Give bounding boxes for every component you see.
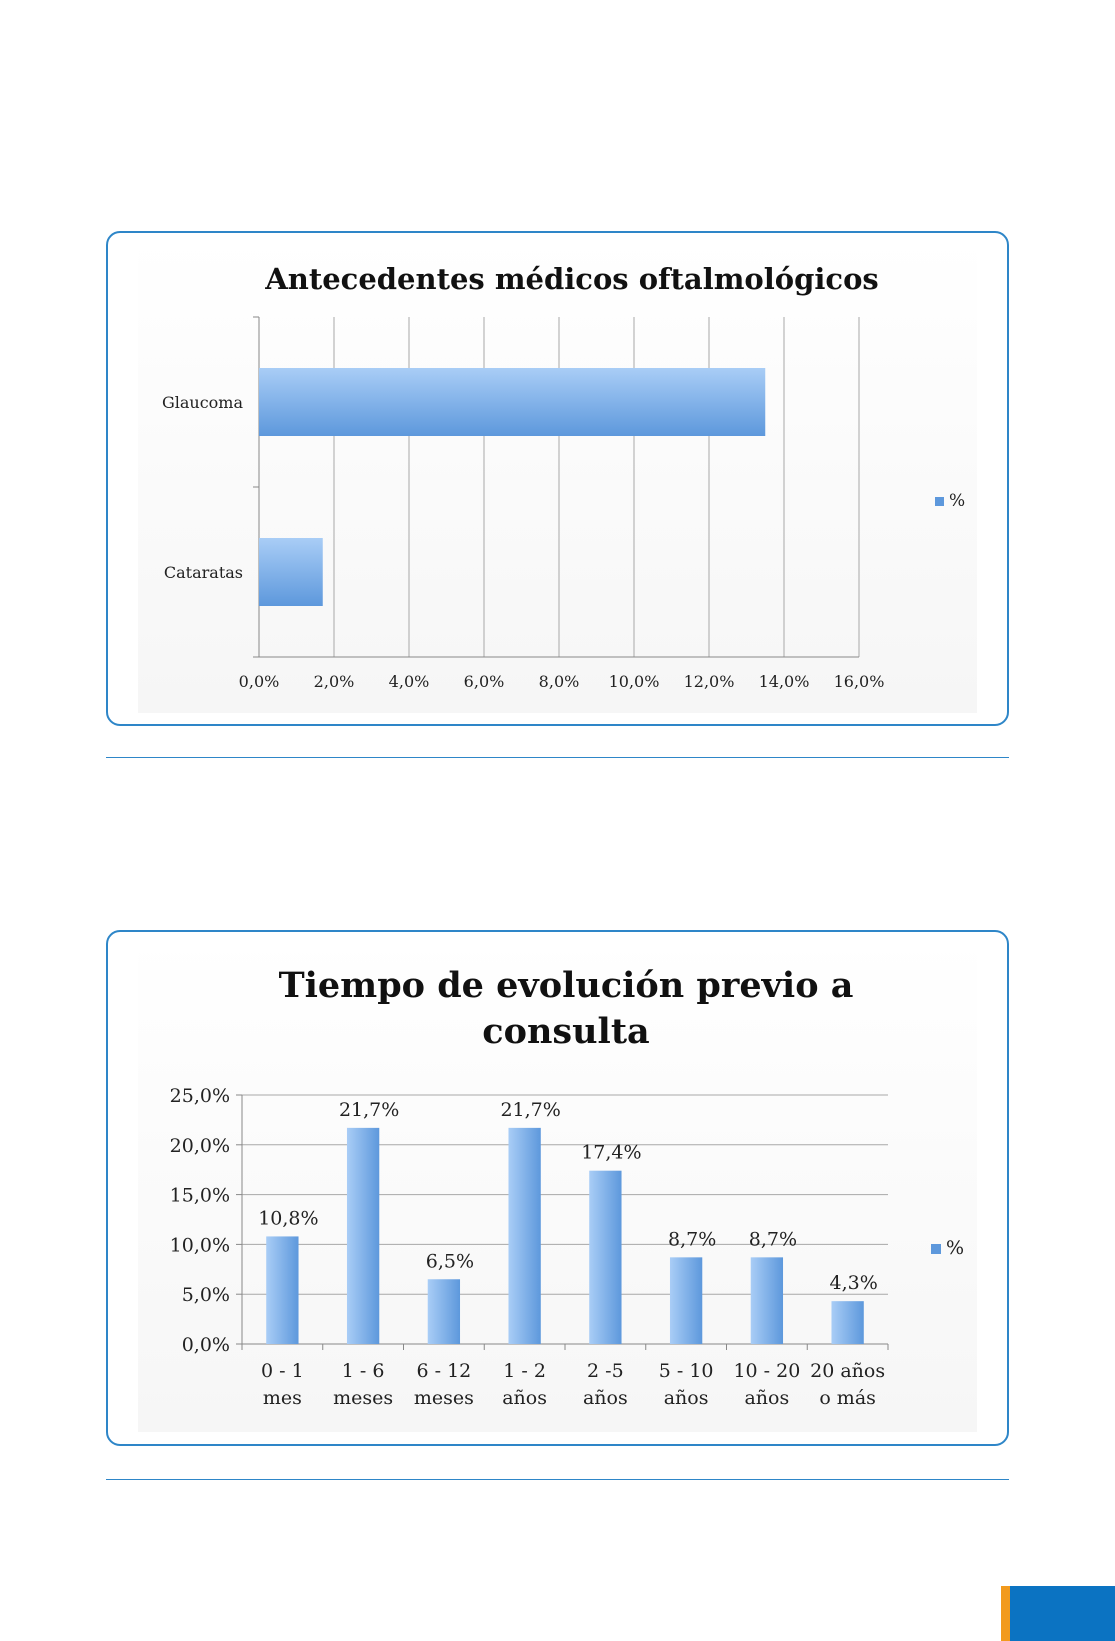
x-tick-label: 10,0% bbox=[609, 672, 660, 691]
chart-antecedentes: Antecedentes médicos oftalmológicos 0,0%… bbox=[138, 238, 977, 713]
bar bbox=[750, 1257, 784, 1344]
y-tick-label: 0,0% bbox=[182, 1334, 230, 1356]
data-label: 17,4% bbox=[581, 1142, 641, 1164]
x-tick-label: 14,0% bbox=[759, 672, 810, 691]
x-tick-label: 2 -5 bbox=[587, 1360, 624, 1382]
x-tick-label: 10 - 20 bbox=[733, 1360, 800, 1382]
bar-cataratas bbox=[259, 538, 323, 606]
chart-tiempo-evolucion: Tiempo de evolución previo a consulta 0,… bbox=[138, 937, 977, 1432]
bar-glaucoma bbox=[259, 368, 766, 436]
y-tick-label: 10,0% bbox=[170, 1234, 230, 1256]
x-tick-label: años bbox=[664, 1387, 709, 1409]
bar bbox=[669, 1257, 703, 1344]
x-tick-label: 5 - 10 bbox=[659, 1360, 714, 1382]
y-tick-label: 5,0% bbox=[182, 1284, 230, 1306]
x-tick-label: 6,0% bbox=[464, 672, 505, 691]
chart-background bbox=[138, 937, 977, 1432]
x-tick-label: 2,0% bbox=[314, 672, 355, 691]
x-tick-label: 8,0% bbox=[539, 672, 580, 691]
chart-title: Antecedentes médicos oftalmológicos bbox=[264, 262, 879, 296]
data-label: 21,7% bbox=[339, 1099, 399, 1121]
x-tick-label: 0,0% bbox=[239, 672, 280, 691]
y-tick-label: 15,0% bbox=[170, 1185, 230, 1207]
x-tick-label: años bbox=[502, 1387, 547, 1409]
section-divider bbox=[106, 1479, 1009, 1480]
bar bbox=[427, 1279, 461, 1344]
chart-background bbox=[138, 238, 977, 713]
data-label: 21,7% bbox=[500, 1099, 560, 1121]
y-tick-label: 20,0% bbox=[170, 1135, 230, 1157]
x-tick-label: 4,0% bbox=[389, 672, 430, 691]
x-tick-label: meses bbox=[414, 1387, 474, 1409]
bar bbox=[589, 1170, 622, 1344]
bar bbox=[831, 1301, 864, 1344]
x-tick-label: 16,0% bbox=[834, 672, 885, 691]
legend-label: % bbox=[946, 1237, 964, 1259]
chart-title-line-1: Tiempo de evolución previo a bbox=[279, 965, 854, 1006]
x-tick-label: años bbox=[744, 1387, 789, 1409]
data-label: 8,7% bbox=[668, 1228, 716, 1250]
x-tick-label: o más bbox=[819, 1387, 876, 1409]
legend-swatch bbox=[931, 1244, 941, 1254]
bar bbox=[346, 1127, 380, 1344]
x-tick-label: años bbox=[583, 1387, 628, 1409]
section-divider bbox=[106, 757, 1009, 758]
page-corner-accent-orange bbox=[1001, 1586, 1010, 1641]
bar bbox=[266, 1236, 299, 1344]
x-tick-label: 6 - 12 bbox=[416, 1360, 471, 1382]
bar bbox=[508, 1127, 541, 1344]
chart-tiempo-frame: Tiempo de evolución previo a consulta 0,… bbox=[106, 930, 1009, 1446]
x-tick-label: 0 - 1 bbox=[261, 1360, 304, 1382]
x-tick-label: 1 - 6 bbox=[342, 1360, 385, 1382]
category-label: Cataratas bbox=[164, 563, 243, 582]
x-tick-label: 12,0% bbox=[684, 672, 735, 691]
x-tick-label: meses bbox=[333, 1387, 393, 1409]
data-label: 4,3% bbox=[829, 1272, 877, 1294]
legend-swatch bbox=[935, 497, 944, 506]
data-label: 6,5% bbox=[426, 1250, 474, 1272]
data-label: 10,8% bbox=[258, 1207, 318, 1229]
y-tick-label: 25,0% bbox=[170, 1085, 230, 1107]
chart-title-line-2: consulta bbox=[482, 1011, 649, 1052]
legend-label: % bbox=[949, 491, 965, 511]
x-tick-label: 1 - 2 bbox=[503, 1360, 546, 1382]
chart-antecedentes-frame: Antecedentes médicos oftalmológicos 0,0%… bbox=[106, 231, 1009, 726]
x-tick-label: 20 años bbox=[810, 1360, 885, 1382]
category-label: Glaucoma bbox=[162, 393, 244, 412]
data-label: 8,7% bbox=[749, 1228, 797, 1250]
x-tick-label: mes bbox=[263, 1387, 302, 1409]
page-corner-accent-blue bbox=[1010, 1586, 1115, 1641]
